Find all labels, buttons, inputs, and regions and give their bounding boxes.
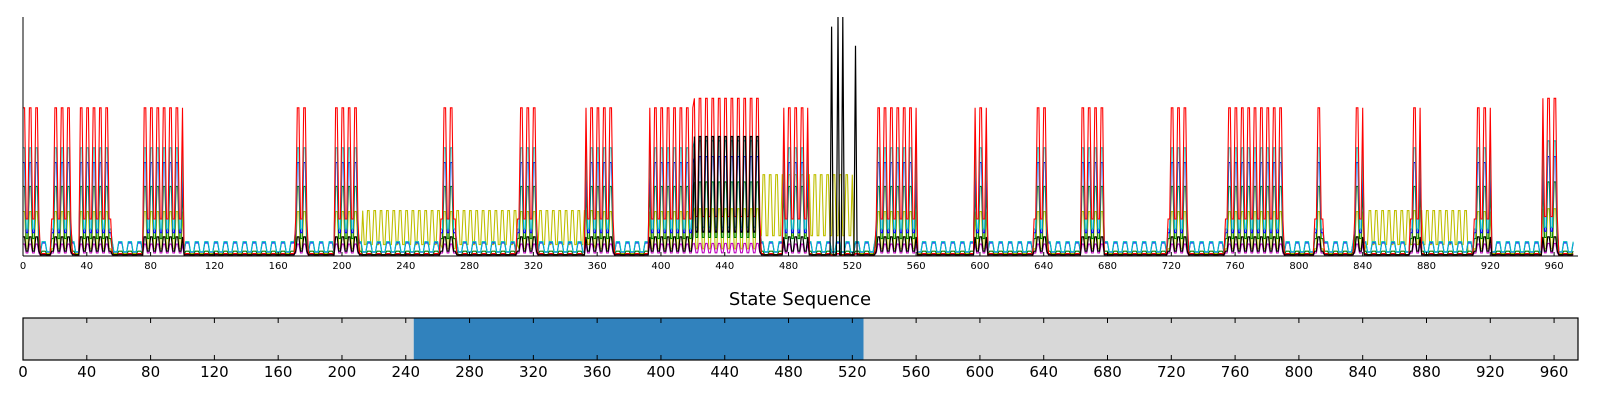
state-segment-2 bbox=[863, 318, 1578, 360]
signal-tick-label: 400 bbox=[651, 261, 670, 272]
signal-tick-label: 520 bbox=[843, 261, 862, 272]
state-tick-label: 840 bbox=[1348, 363, 1377, 381]
state-tick-label: 600 bbox=[966, 363, 995, 381]
state-segment-1 bbox=[413, 318, 864, 360]
signal-tick-label: 760 bbox=[1226, 261, 1245, 272]
signal-tick-label: 920 bbox=[1481, 261, 1500, 272]
signal-tick-label: 120 bbox=[205, 261, 224, 272]
signal-x-ticks: 0 40 80 120 160 200 240 280 320 360 400 440 480 520 56… bbox=[20, 252, 1564, 272]
state-tick-label: 800 bbox=[1285, 363, 1314, 381]
signal-tick-label: 560 bbox=[907, 261, 926, 272]
state-tick-label: 680 bbox=[1093, 363, 1122, 381]
state-tick-label: 320 bbox=[519, 363, 548, 381]
signal-tick-label: 480 bbox=[779, 261, 798, 272]
state-segment-0 bbox=[23, 318, 414, 360]
signal-tick-label: 360 bbox=[588, 261, 607, 272]
signal-tick-label: 720 bbox=[1162, 261, 1181, 272]
state-frame bbox=[22, 317, 1579, 361]
state-sequence-title: State Sequence bbox=[729, 289, 871, 310]
signal-tick-label: 800 bbox=[1289, 261, 1308, 272]
signal-tick-label: 440 bbox=[715, 261, 734, 272]
state-tick-label: 200 bbox=[328, 363, 357, 381]
state-tick-label: 40 bbox=[77, 363, 96, 381]
state-tick-label: 560 bbox=[902, 363, 931, 381]
signal-tick-label: 880 bbox=[1417, 261, 1436, 272]
signal-tick-label: 840 bbox=[1353, 261, 1372, 272]
state-tick-label: 240 bbox=[391, 363, 420, 381]
signal-tick-label: 160 bbox=[269, 261, 288, 272]
state-tick-label: 640 bbox=[1029, 363, 1058, 381]
state-tick-label: 920 bbox=[1476, 363, 1505, 381]
state-tick-label: 400 bbox=[647, 363, 676, 381]
series-line-red bbox=[23, 97, 1574, 257]
signal-plot: 0 40 80 120 160 200 240 280 320 360 400 440 480 520 56… bbox=[20, 16, 1578, 272]
signal-tick-label: 600 bbox=[970, 261, 989, 272]
series-line-black bbox=[23, 16, 1574, 256]
signal-series-group bbox=[23, 16, 1574, 257]
state-tick-label: 80 bbox=[141, 363, 160, 381]
state-tick-label: 720 bbox=[1157, 363, 1186, 381]
signal-tick-label: 960 bbox=[1545, 261, 1564, 272]
state-tick-label: 0 bbox=[18, 363, 28, 381]
signal-tick-label: 40 bbox=[80, 261, 93, 272]
signal-tick-label: 320 bbox=[524, 261, 543, 272]
signal-tick-label: 640 bbox=[1034, 261, 1053, 272]
signal-tick-label: 0 bbox=[20, 261, 26, 272]
signal-tick-label: 280 bbox=[460, 261, 479, 272]
state-x-ticks: 0 40 80 120 160 200 240 280 320 360 400 440 480 520 56… bbox=[18, 318, 1568, 381]
state-tick-label: 280 bbox=[455, 363, 484, 381]
state-tick-label: 480 bbox=[774, 363, 803, 381]
signal-tick-label: 200 bbox=[332, 261, 351, 272]
state-tick-label: 160 bbox=[264, 363, 293, 381]
state-tick-label: 520 bbox=[838, 363, 867, 381]
state-tick-label: 120 bbox=[200, 363, 229, 381]
state-tick-label: 960 bbox=[1540, 363, 1569, 381]
signal-tick-label: 80 bbox=[144, 261, 157, 272]
state-tick-label: 360 bbox=[583, 363, 612, 381]
state-segments bbox=[23, 318, 1578, 360]
state-tick-label: 880 bbox=[1412, 363, 1441, 381]
signal-tick-label: 240 bbox=[396, 261, 415, 272]
state-sequence-plot: State Sequence 0 40 80 120 160 200 240 280 320 36… bbox=[18, 289, 1579, 381]
state-tick-label: 440 bbox=[710, 363, 739, 381]
signal-tick-label: 680 bbox=[1098, 261, 1117, 272]
state-tick-label: 760 bbox=[1221, 363, 1250, 381]
